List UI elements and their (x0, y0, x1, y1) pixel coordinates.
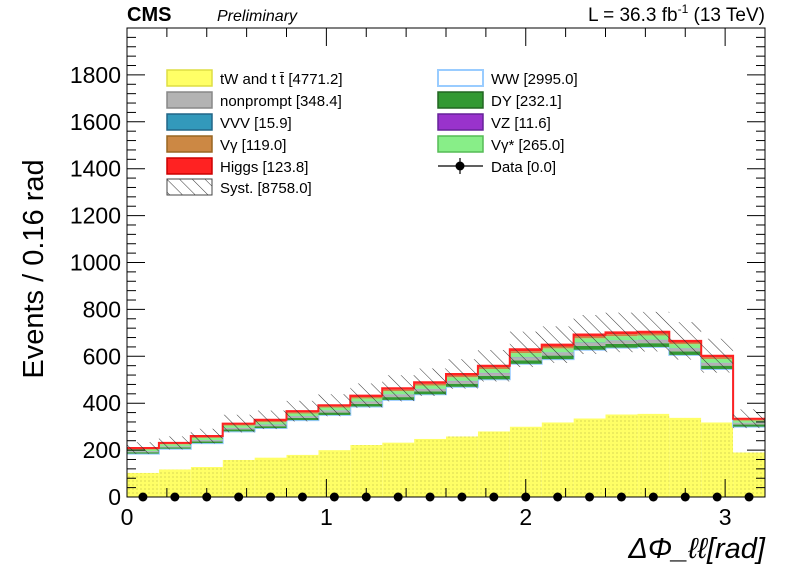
y-tick-label: 1000 (70, 250, 121, 276)
syst-band (510, 332, 542, 367)
y-tick-label: 1200 (70, 203, 121, 229)
series-1-bar (637, 347, 669, 414)
series-1-bar (733, 427, 765, 453)
syst-band (637, 312, 669, 352)
legend-swatch-hatch (167, 179, 212, 195)
syst-band (318, 394, 350, 416)
syst-band (223, 415, 255, 433)
lumi-prefix: L = 36.3 fb (588, 5, 678, 26)
syst-band (606, 313, 638, 353)
legend-swatch (438, 92, 483, 108)
series-1-bar (574, 350, 606, 419)
series-1-bar (159, 449, 191, 470)
y-tick-label: 400 (83, 390, 121, 416)
series-0-bar-texture (701, 422, 733, 497)
legend-swatch (167, 158, 212, 174)
y-tick-label: 600 (83, 343, 121, 369)
legend-label: Vγ* [265.0] (491, 137, 564, 154)
x-tick-label: 2 (519, 504, 532, 530)
series-0-bar-texture (446, 436, 478, 497)
series-0-bar-texture (637, 414, 669, 497)
series-1-bar (255, 428, 287, 458)
legend-label: Vγ [119.0] (220, 137, 286, 154)
syst-band (478, 350, 510, 382)
syst-band (127, 442, 159, 454)
series-0-bar-texture (223, 460, 255, 497)
legend-label: VVV [15.9] (220, 115, 292, 132)
series-0-bar-texture (478, 431, 510, 497)
legend-label: Syst. [8758.0] (220, 180, 312, 197)
y-tick-label: 800 (83, 296, 121, 322)
series-0-bar-texture (255, 458, 287, 497)
legend-label: VZ [11.6] (491, 115, 551, 132)
legend-label: Higgs [123.8] (220, 159, 308, 176)
series-1-bar (382, 400, 414, 443)
syst-band (255, 411, 287, 430)
series-0-bar-texture (542, 422, 574, 497)
series-1-bar (510, 364, 542, 427)
legend-swatch (438, 136, 483, 152)
legend-swatch (167, 136, 212, 152)
series-1-bar (478, 379, 510, 431)
series-1-bar (446, 387, 478, 437)
y-tick-label: 200 (83, 437, 121, 463)
series-1-bar (669, 355, 701, 418)
y-tick-label: 1800 (70, 62, 121, 88)
syst-band (414, 368, 446, 396)
y-tick-label: 1400 (70, 156, 121, 182)
lumi-suffix: (13 TeV) (688, 5, 765, 26)
x-tick-label: 0 (121, 504, 134, 530)
syst-band (191, 429, 223, 444)
syst-band (159, 436, 191, 449)
legend-swatch (167, 114, 212, 130)
series-1-bar (223, 431, 255, 460)
y-axis-title: Events / 0.16 rad (18, 159, 50, 378)
legend-label: nonprompt [348.4] (220, 93, 342, 110)
series-1-bar (127, 454, 159, 473)
series-1-bar (350, 406, 382, 444)
x-tick-label: 3 (719, 504, 732, 530)
legend-label: DY [232.1] (491, 93, 562, 110)
legend-label: Data [0.0] (491, 159, 556, 176)
series-1-bar (606, 348, 638, 415)
lumi-label: L = 36.3 fb-1 (13 TeV) (588, 2, 765, 26)
legend-label: WW [2995.0] (491, 71, 578, 88)
syst-band (382, 375, 414, 401)
cms-label: CMS (127, 4, 171, 26)
legend-marker-dot (456, 162, 465, 171)
x-tick-label: 1 (320, 504, 333, 530)
syst-band (446, 359, 478, 389)
legend-label: tW and t t̄ [4771.2] (220, 71, 343, 88)
series-1-bar (414, 394, 446, 439)
legend-swatch (438, 70, 483, 86)
y-tick-label: 1600 (70, 109, 121, 135)
series-0-bar-texture (414, 439, 446, 497)
legend-swatch (438, 114, 483, 130)
x-axis-title: ΔΦ_ℓℓ[rad] (627, 533, 766, 565)
legend-swatch (167, 92, 212, 108)
series-1-bar (701, 369, 733, 422)
syst-band (350, 383, 382, 407)
preliminary-label: Preliminary (217, 8, 298, 25)
syst-band (542, 326, 574, 363)
syst-band (287, 401, 319, 422)
series-1-bar (318, 415, 350, 450)
series-1-bar (191, 443, 223, 467)
series-0-bar-texture (574, 418, 606, 497)
series-0-bar-texture (318, 450, 350, 497)
syst-band (669, 322, 701, 359)
series-0-bar-texture (382, 443, 414, 497)
series-1-bar (542, 359, 574, 422)
series-0-bar-texture (669, 418, 701, 497)
series-0-bar-texture (287, 455, 319, 497)
series-1-bar (287, 420, 319, 455)
syst-band (574, 315, 606, 354)
y-tick-label: 0 (108, 484, 121, 510)
syst-band (701, 339, 733, 373)
series-0-bar-texture (606, 414, 638, 497)
legend-swatch (167, 70, 212, 86)
lumi-exponent: -1 (678, 2, 689, 16)
